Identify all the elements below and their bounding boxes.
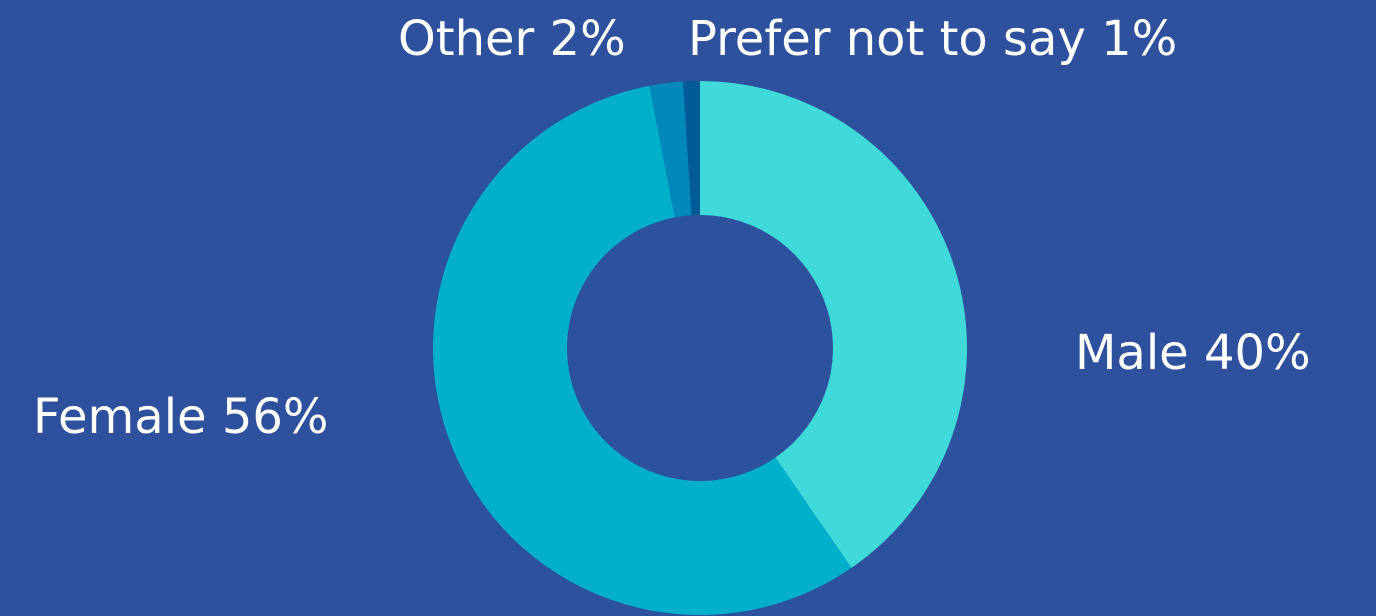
data-label-prefer-not-to-say: Prefer not to say 1% xyxy=(688,11,1178,67)
data-label-other: Other 2% xyxy=(398,11,626,67)
donut-slice-female xyxy=(432,85,852,616)
data-label-female: Female 56% xyxy=(33,389,329,445)
donut-slice-prefer-not-to-say xyxy=(683,81,700,216)
donut-slice-male xyxy=(700,81,968,568)
donut-slice-other xyxy=(649,81,692,218)
data-label-male: Male 40% xyxy=(1075,325,1311,381)
